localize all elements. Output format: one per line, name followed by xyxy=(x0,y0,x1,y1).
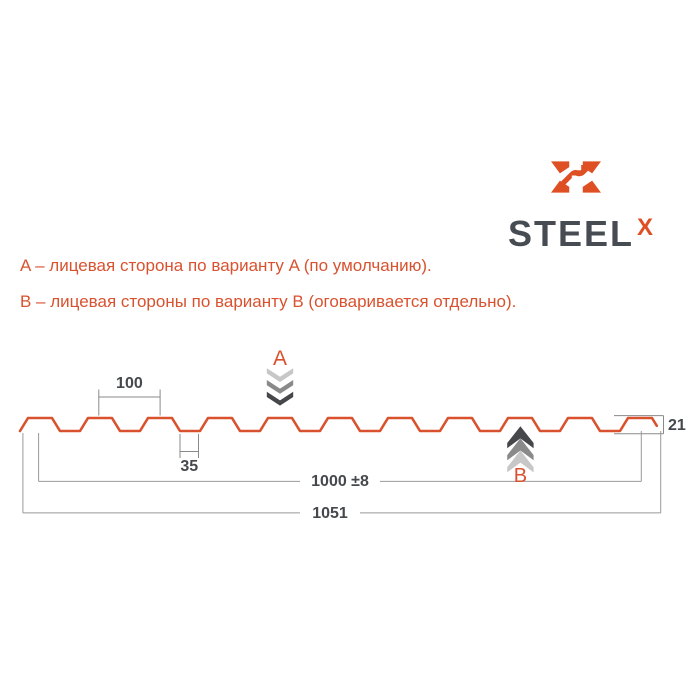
svg-text:35: 35 xyxy=(180,458,198,475)
svg-text:1051: 1051 xyxy=(312,505,348,522)
svg-text:A: A xyxy=(273,347,287,370)
svg-text:21: 21 xyxy=(668,417,686,434)
svg-text:1000 ±8: 1000 ±8 xyxy=(311,473,369,490)
svg-text:100: 100 xyxy=(116,375,143,392)
svg-text:B: B xyxy=(514,465,527,487)
